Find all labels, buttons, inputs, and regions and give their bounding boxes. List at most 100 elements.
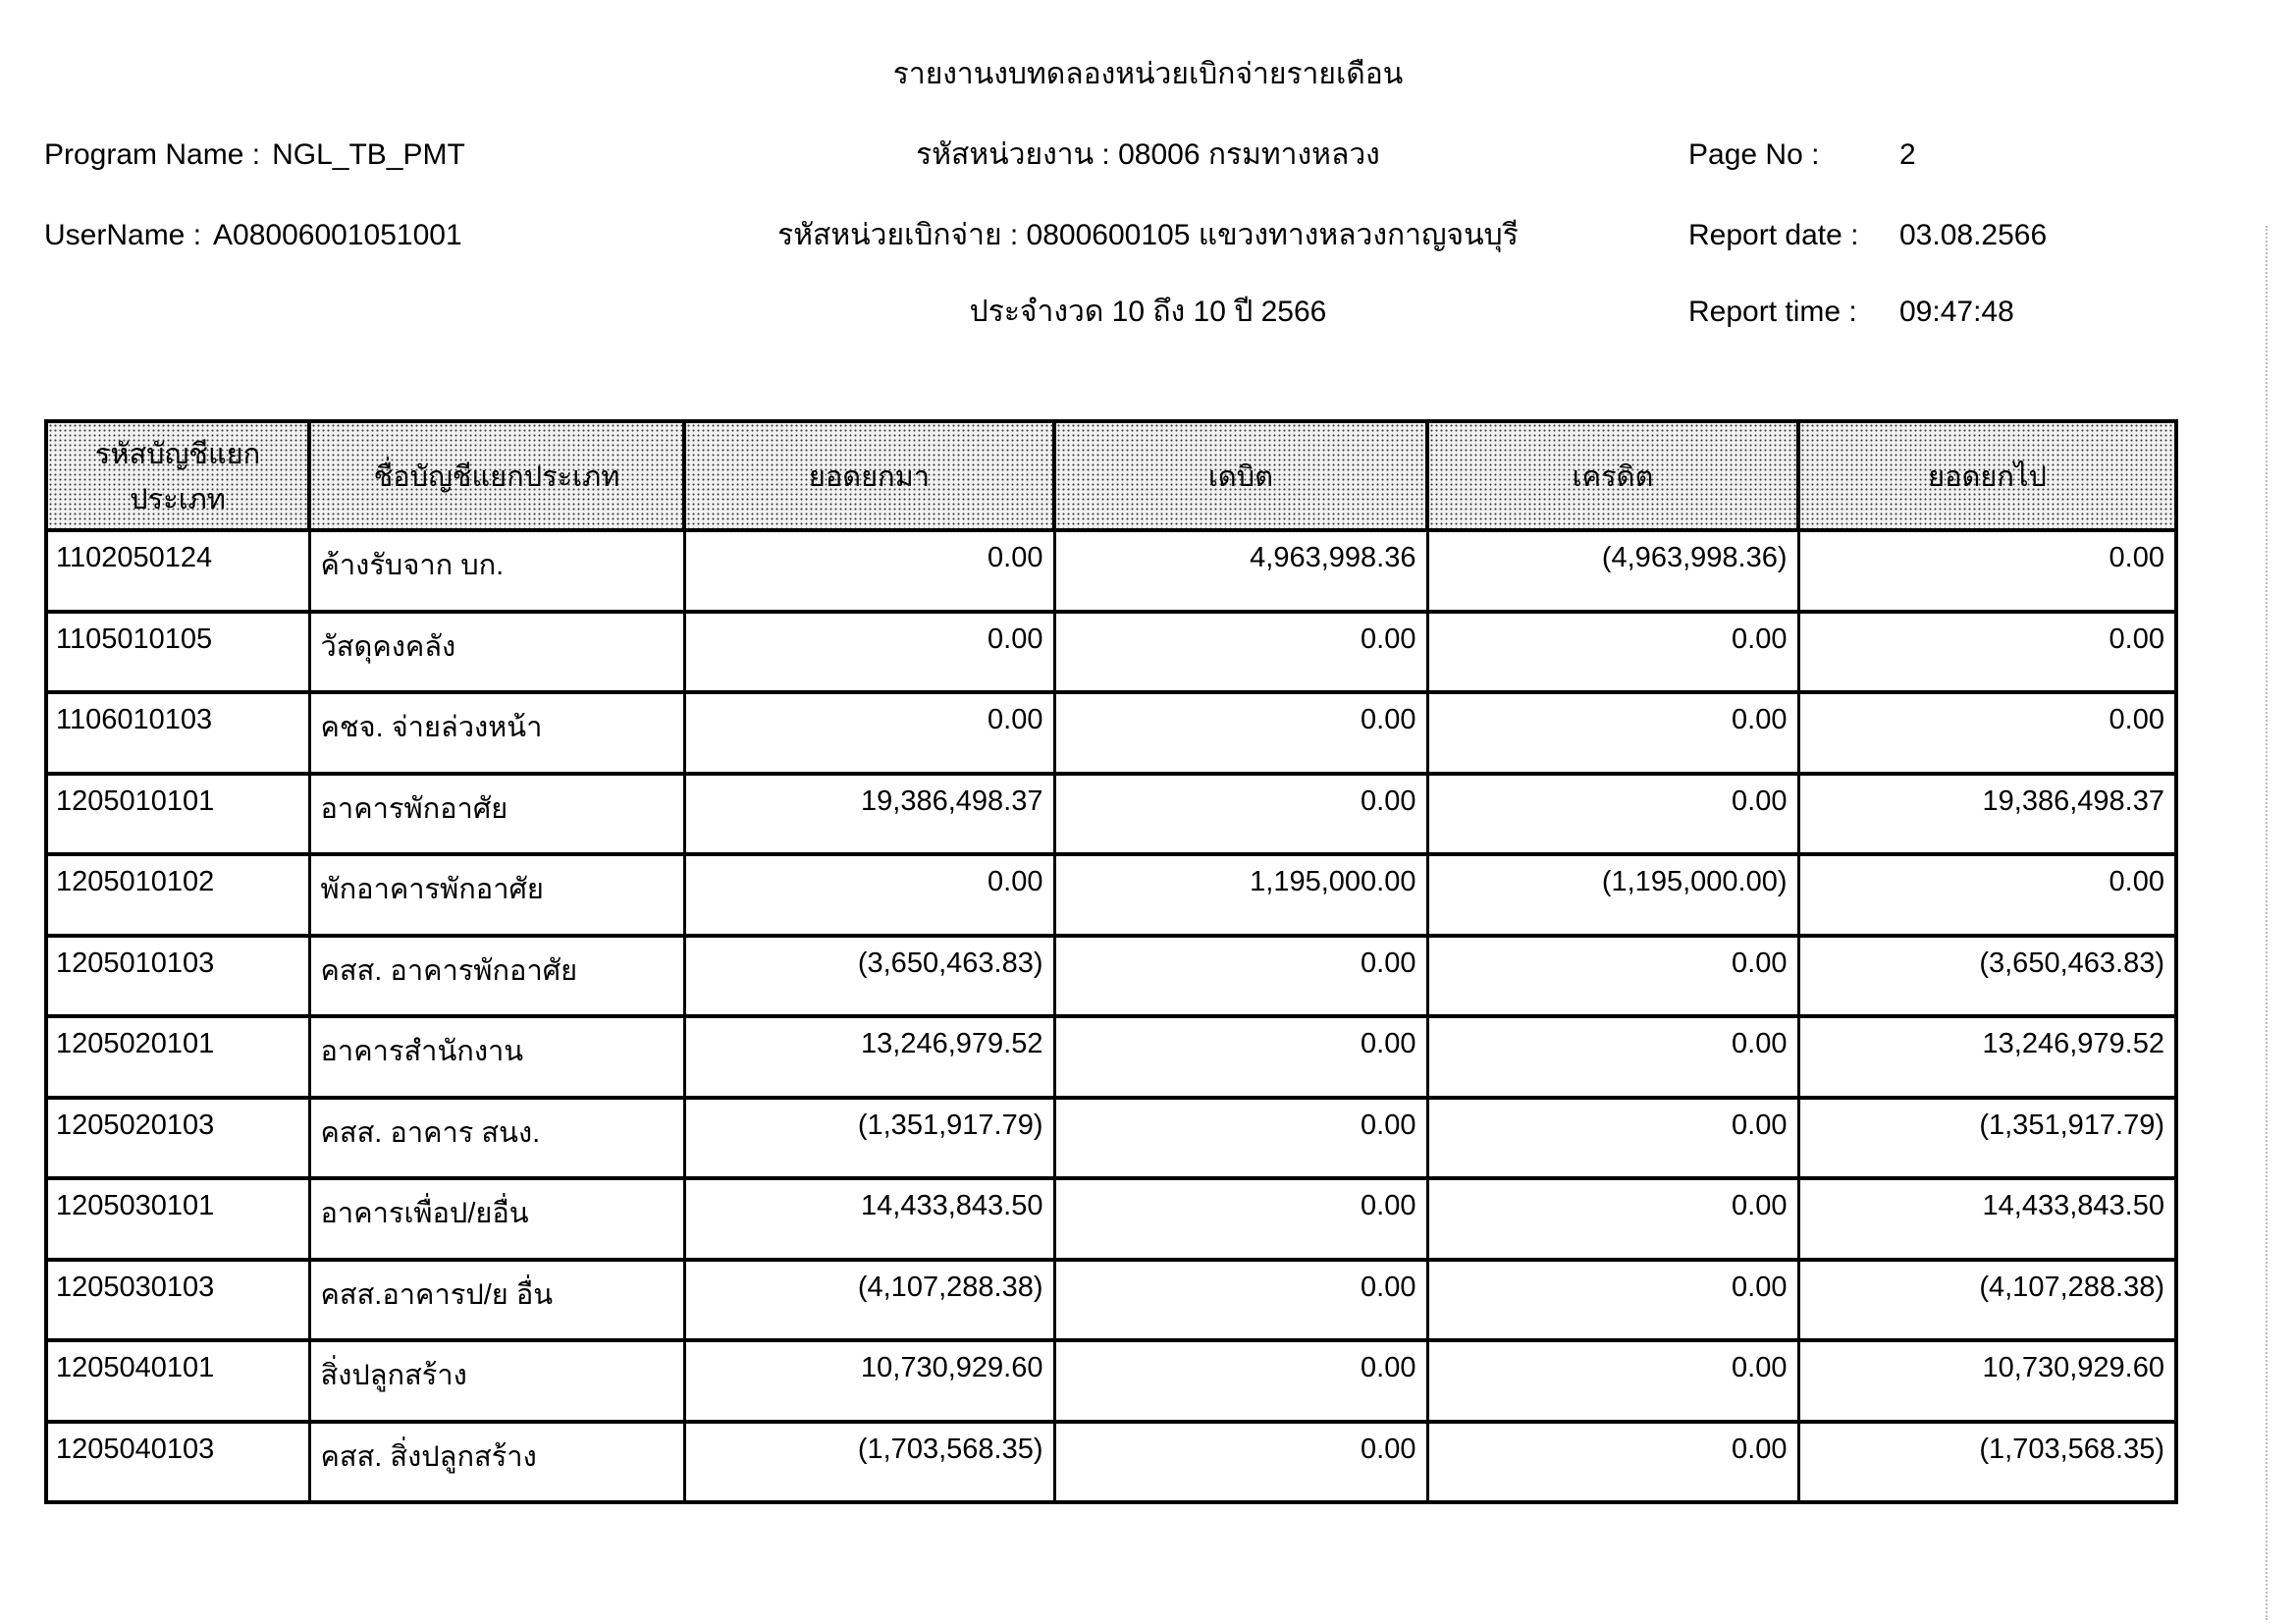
cell-r12-c1: 1205040103 bbox=[44, 1419, 311, 1504]
table-header-row: รหัสบัญชีแยกประเภท ชื่อบัญชีแยกประเภท ยอ… bbox=[44, 419, 2178, 532]
cell-r8-c4: 0.00 bbox=[1052, 1095, 1429, 1180]
cell-r1-c5: (4,963,998.36) bbox=[1425, 528, 1800, 614]
table-body: 1102050124 ค้างรับจาก บก. 0.00 4,963,998.36… bbox=[44, 528, 2178, 1504]
page-no-value: 2 bbox=[1899, 138, 1916, 171]
cell-r4-c4: 0.00 bbox=[1052, 771, 1429, 856]
table-row: 1205010103 คสส. อาคารพักอาศัย (3,650,463.8… bbox=[44, 933, 2178, 1018]
page-no-label: Page No : bbox=[1688, 138, 1820, 171]
cell-r11-c1: 1205040101 bbox=[44, 1338, 311, 1424]
cell-r3-c6: 0.00 bbox=[1796, 690, 2178, 776]
cell-r12-c4: 0.00 bbox=[1052, 1419, 1429, 1504]
header-balance-brought-forward: ยอดยกมา bbox=[682, 419, 1056, 532]
table-row: 1205020103 คสส. อาคาร สนง. (1,351,917.79) 0… bbox=[44, 1095, 2178, 1180]
cell-r6-c6: (3,650,463.83) bbox=[1796, 933, 2178, 1018]
cell-r6-c3: (3,650,463.83) bbox=[682, 933, 1056, 1018]
period-line: ประจำงวด 10 ถึง 10 ปี 2566 bbox=[969, 296, 1327, 328]
cell-r1-c4: 4,963,998.36 bbox=[1052, 528, 1429, 614]
table-row: 1105010105 วัสดุคงคลัง 0.00 0.00 0.00 0.00 bbox=[44, 609, 2178, 694]
scan-artifact-dotted-line bbox=[2266, 226, 2268, 1620]
cell-r3-c4: 0.00 bbox=[1052, 690, 1429, 776]
cell-r2-c6: 0.00 bbox=[1796, 609, 2178, 694]
cell-r9-c4: 0.00 bbox=[1052, 1176, 1429, 1262]
username-label: UserName : bbox=[44, 219, 202, 251]
cell-r9-c5: 0.00 bbox=[1425, 1176, 1800, 1262]
cell-r1-c1: 1102050124 bbox=[44, 528, 311, 614]
report-title: รายงานงบทดลองหน่วยเบิกจ่ายรายเดือน bbox=[892, 58, 1404, 90]
cell-r7-c6: 13,246,979.52 bbox=[1796, 1014, 2178, 1100]
cell-r2-c4: 0.00 bbox=[1052, 609, 1429, 694]
cell-r11-c6: 10,730,929.60 bbox=[1796, 1338, 2178, 1424]
cell-r10-c4: 0.00 bbox=[1052, 1257, 1429, 1342]
cell-r10-c6: (4,107,288.38) bbox=[1796, 1257, 2178, 1342]
cell-r3-c5: 0.00 bbox=[1425, 690, 1800, 776]
username-line: UserName : A08006001051001 bbox=[44, 216, 462, 255]
table-row: 1102050124 ค้างรับจาก บก. 0.00 4,963,998.36… bbox=[44, 528, 2178, 614]
cell-r2-c3: 0.00 bbox=[682, 609, 1056, 694]
cell-r8-c1: 1205020103 bbox=[44, 1095, 311, 1180]
agency-code-line: รหัสหน่วยงาน : 08006 กรมทางหลวง bbox=[916, 138, 1380, 171]
report-date-value: 03.08.2566 bbox=[1899, 219, 2048, 251]
cell-r7-c3: 13,246,979.52 bbox=[682, 1014, 1056, 1100]
trial-balance-table: รหัสบัญชีแยกประเภท ชื่อบัญชีแยกประเภท ยอ… bbox=[44, 419, 2178, 1504]
cell-r7-c4: 0.00 bbox=[1052, 1014, 1429, 1100]
table-header: รหัสบัญชีแยกประเภท ชื่อบัญชีแยกประเภท ยอ… bbox=[44, 419, 2178, 532]
cell-r10-c2: คสส.อาคารป/ย อื่น bbox=[307, 1257, 686, 1342]
table-row: 1205030103 คสส.อาคารป/ย อื่น (4,107,288.38… bbox=[44, 1257, 2178, 1342]
cell-r6-c1: 1205010103 bbox=[44, 933, 311, 1018]
cell-r4-c2: อาคารพักอาศัย bbox=[307, 771, 686, 856]
table-row: 1205040101 สิ่งปลูกสร้าง 10,730,929.60 0.00… bbox=[44, 1338, 2178, 1424]
cell-r5-c2: พักอาคารพักอาศัย bbox=[307, 852, 686, 938]
header-balance-carried-forward: ยอดยกไป bbox=[1796, 419, 2178, 532]
cell-r2-c5: 0.00 bbox=[1425, 609, 1800, 694]
cell-r10-c1: 1205030103 bbox=[44, 1257, 311, 1342]
cell-r4-c1: 1205010101 bbox=[44, 771, 311, 856]
cell-r7-c1: 1205020101 bbox=[44, 1014, 311, 1100]
cell-r5-c3: 0.00 bbox=[682, 852, 1056, 938]
cell-r5-c1: 1205010102 bbox=[44, 852, 311, 938]
cell-r5-c5: (1,195,000.00) bbox=[1425, 852, 1800, 938]
cell-r4-c6: 19,386,498.37 bbox=[1796, 771, 2178, 856]
program-name-label: Program Name : bbox=[44, 138, 261, 171]
cell-r1-c3: 0.00 bbox=[682, 528, 1056, 614]
cell-r11-c2: สิ่งปลูกสร้าง bbox=[307, 1338, 686, 1424]
cell-r11-c4: 0.00 bbox=[1052, 1338, 1429, 1424]
cell-r6-c4: 0.00 bbox=[1052, 933, 1429, 1018]
cell-r11-c3: 10,730,929.60 bbox=[682, 1338, 1056, 1424]
cell-r10-c3: (4,107,288.38) bbox=[682, 1257, 1056, 1342]
cell-r3-c2: คชจ. จ่ายล่วงหน้า bbox=[307, 690, 686, 776]
username-value: A08006001051001 bbox=[213, 219, 462, 251]
cell-r5-c4: 1,195,000.00 bbox=[1052, 852, 1429, 938]
cell-r6-c2: คสส. อาคารพักอาศัย bbox=[307, 933, 686, 1018]
table-row: 1205040103 คสส. สิ่งปลูกสร้าง (1,703,568.3… bbox=[44, 1419, 2178, 1504]
cell-r2-c2: วัสดุคงคลัง bbox=[307, 609, 686, 694]
cell-r10-c5: 0.00 bbox=[1425, 1257, 1800, 1342]
cell-r11-c5: 0.00 bbox=[1425, 1338, 1800, 1424]
cell-r3-c3: 0.00 bbox=[682, 690, 1056, 776]
program-name-value: NGL_TB_PMT bbox=[272, 138, 465, 171]
cell-r4-c5: 0.00 bbox=[1425, 771, 1800, 856]
header-debit: เดบิต bbox=[1052, 419, 1429, 532]
table-row: 1106010103 คชจ. จ่ายล่วงหน้า 0.00 0.00 0.00 0… bbox=[44, 690, 2178, 776]
cell-r9-c2: อาคารเพื่อป/ยอื่น bbox=[307, 1176, 686, 1262]
header-account-name: ชื่อบัญชีแยกประเภท bbox=[307, 419, 686, 532]
report-time-value: 09:47:48 bbox=[1899, 296, 2014, 328]
cell-r8-c6: (1,351,917.79) bbox=[1796, 1095, 2178, 1180]
cell-r8-c5: 0.00 bbox=[1425, 1095, 1800, 1180]
cell-r9-c6: 14,433,843.50 bbox=[1796, 1176, 2178, 1262]
table-row: 1205020101 อาคารสำนักงาน 13,246,979.52 0.00… bbox=[44, 1014, 2178, 1100]
cell-r2-c1: 1105010105 bbox=[44, 609, 311, 694]
cell-r6-c5: 0.00 bbox=[1425, 933, 1800, 1018]
report-date-label: Report date : bbox=[1688, 219, 1859, 251]
cell-r3-c1: 1106010103 bbox=[44, 690, 311, 776]
header-account-code: รหัสบัญชีแยกประเภท bbox=[44, 419, 311, 532]
cell-r9-c3: 14,433,843.50 bbox=[682, 1176, 1056, 1262]
cell-r12-c5: 0.00 bbox=[1425, 1419, 1800, 1504]
header-credit: เครดิต bbox=[1425, 419, 1800, 532]
table-row: 1205010102 พักอาคารพักอาศัย 0.00 1,195,000.… bbox=[44, 852, 2178, 938]
cell-r7-c2: อาคารสำนักงาน bbox=[307, 1014, 686, 1100]
report-time-label: Report time : bbox=[1688, 296, 1857, 328]
cell-r4-c3: 19,386,498.37 bbox=[682, 771, 1056, 856]
disbursement-code-line: รหัสหน่วยเบิกจ่าย : 0800600105 แขวงทางหล… bbox=[777, 219, 1519, 251]
cell-r1-c6: 0.00 bbox=[1796, 528, 2178, 614]
cell-r8-c2: คสส. อาคาร สนง. bbox=[307, 1095, 686, 1180]
